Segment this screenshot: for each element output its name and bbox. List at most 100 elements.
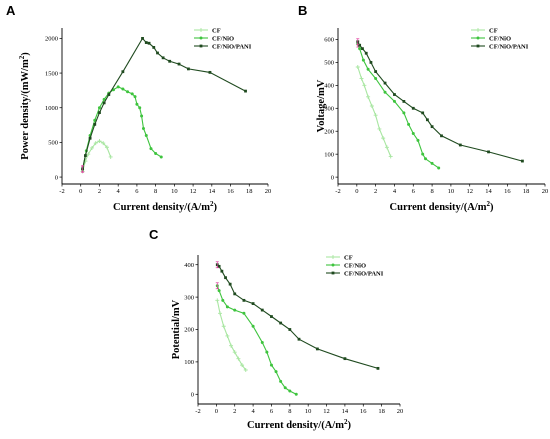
panel-a-x-tick-label: 16 [227, 188, 234, 195]
panel-c-data-point [240, 363, 245, 368]
panel-b-data-point [373, 113, 378, 118]
panel-b-legend-marker [476, 44, 480, 48]
panel-a-data-point [84, 154, 87, 157]
panel-a-data-point [88, 136, 92, 140]
panel-b-data-point [358, 43, 362, 47]
panel-a-x-tick-label: -2 [59, 188, 64, 195]
panel-a-series-2 [81, 37, 247, 173]
panel-a-x-tick-label: 14 [209, 188, 216, 195]
panel-a-data-point [156, 51, 159, 55]
panel-a-series-0 [80, 139, 113, 174]
panel-a-data-point [135, 102, 139, 106]
panel-b-data-point [362, 83, 367, 88]
panel-b-x-tick-label: 16 [504, 188, 511, 195]
panel-b-data-point [392, 99, 396, 103]
panel-a-data-point [102, 101, 106, 105]
panel-b-data-point [521, 159, 524, 163]
panel-a-data-point [121, 87, 125, 91]
panel-a-data-point [144, 133, 148, 137]
panel-a-data-point [126, 90, 130, 94]
panel-a-data-point [101, 141, 106, 146]
panel-b-x-tick-label: -2 [335, 188, 340, 195]
panel-a-x-tick-label: 10 [171, 188, 178, 195]
panel-a-data-point [116, 85, 120, 89]
panel-b-x-tick-label: 4 [393, 188, 397, 195]
panel-a-data-point [141, 37, 144, 40]
panel-c-x-tick-label: 6 [270, 408, 274, 415]
panel-c-data-point [270, 315, 273, 318]
panel-a-data-point [152, 46, 156, 49]
panel-a-data-point [121, 70, 125, 74]
panel-b-data-point [366, 67, 370, 71]
panel-c-data-point [225, 305, 229, 309]
panel-c-data-point [243, 367, 248, 372]
panel-b-x-tick-label: 0 [355, 188, 358, 195]
panel-c-legend-marker [331, 271, 335, 275]
panel-b-data-point [384, 145, 389, 150]
panel-b-data-point [411, 132, 415, 136]
panel-b-data-point [369, 61, 373, 64]
panel-c-y-tick-label: 300 [184, 294, 194, 301]
panel-b-y-tick-label: 500 [324, 60, 334, 67]
panel-a-data-point [147, 41, 151, 45]
panel-a-legend-marker [199, 44, 203, 48]
panel-c-data-point [221, 298, 225, 302]
panel-a-series-line [82, 140, 112, 172]
panel-a-x-tick-label: 8 [154, 188, 157, 195]
panel-label-c: C [149, 227, 159, 242]
panel-b-x-tick-label: 12 [466, 188, 473, 195]
panel-b-data-point [366, 94, 371, 99]
panel-b-x-tick-label: 6 [412, 188, 416, 195]
panel-b-legend-marker [476, 36, 480, 40]
panel-b-series-line [357, 41, 523, 162]
panel-c-y-tick-label: 200 [184, 327, 194, 334]
panel-b-x-tick-label: 14 [485, 188, 492, 195]
panel-label-b: B [298, 3, 307, 18]
panel-c-x-tick-label: 20 [397, 408, 404, 415]
panel-b-data-point [393, 93, 396, 96]
panel-a-x-tick-label: 0 [79, 188, 82, 195]
panel-a-data-point [98, 111, 101, 114]
panel-b-data-point [407, 122, 411, 126]
panel-b-y-tick-label: 200 [324, 128, 334, 135]
panel-a-data-point [93, 122, 97, 126]
panel-c-data-point [288, 328, 292, 331]
panel-a-data-point [108, 154, 113, 159]
panel-c-series-1 [215, 282, 298, 396]
panel-b-x-tick-label: 20 [542, 188, 549, 195]
panel-a-data-point [187, 67, 190, 71]
panel-c-data-point [269, 363, 273, 367]
panel-a-data-point [138, 106, 142, 110]
panel-c-series-2 [215, 261, 380, 370]
panel-b-data-point [361, 47, 364, 51]
panel-b-y-tick-label: 600 [324, 37, 334, 44]
panel-b-legend-label: CF [489, 27, 498, 34]
panel-c-x-tick-label: 18 [378, 408, 385, 415]
panel-c-legend-marker [331, 255, 335, 259]
panel-b-data-point [430, 161, 434, 165]
panel-a-legend-marker [199, 28, 203, 32]
panel-c-x-tick-label: 4 [251, 408, 255, 415]
panel-a-legend-label: CF/NiO/PANI [212, 43, 252, 50]
panel-a-y-tick-label: 0 [55, 174, 58, 181]
panel-b-legend-label: CF/NiO/PANI [489, 43, 529, 50]
panel-c-x-axis-title: Current density/(A/m2) [247, 418, 351, 431]
panel-a-legend-label: CF [212, 27, 221, 34]
panel-b-data-point [374, 76, 378, 80]
panel-c-data-point [217, 264, 221, 268]
panel-c-data-point [233, 292, 237, 296]
panel-c-data-point [218, 311, 223, 316]
panel-c-data-point [217, 289, 221, 293]
panel-c-data-point [215, 298, 220, 303]
panel-a-data-point [93, 141, 98, 146]
panel-c-x-tick-label: 16 [360, 408, 367, 415]
panel-a-data-point [208, 70, 212, 74]
panel-c-y-axis-title: Potential/mV [171, 299, 182, 359]
panel-b-x-tick-label: 8 [430, 188, 433, 195]
panel-a-data-point [133, 95, 137, 99]
panel-b-data-point [361, 58, 365, 62]
panel-c-legend-label: CF/NiO/PANI [344, 270, 384, 277]
panel-c-data-point [274, 370, 278, 374]
panel-b-legend-label: CF/NiO [489, 35, 511, 42]
